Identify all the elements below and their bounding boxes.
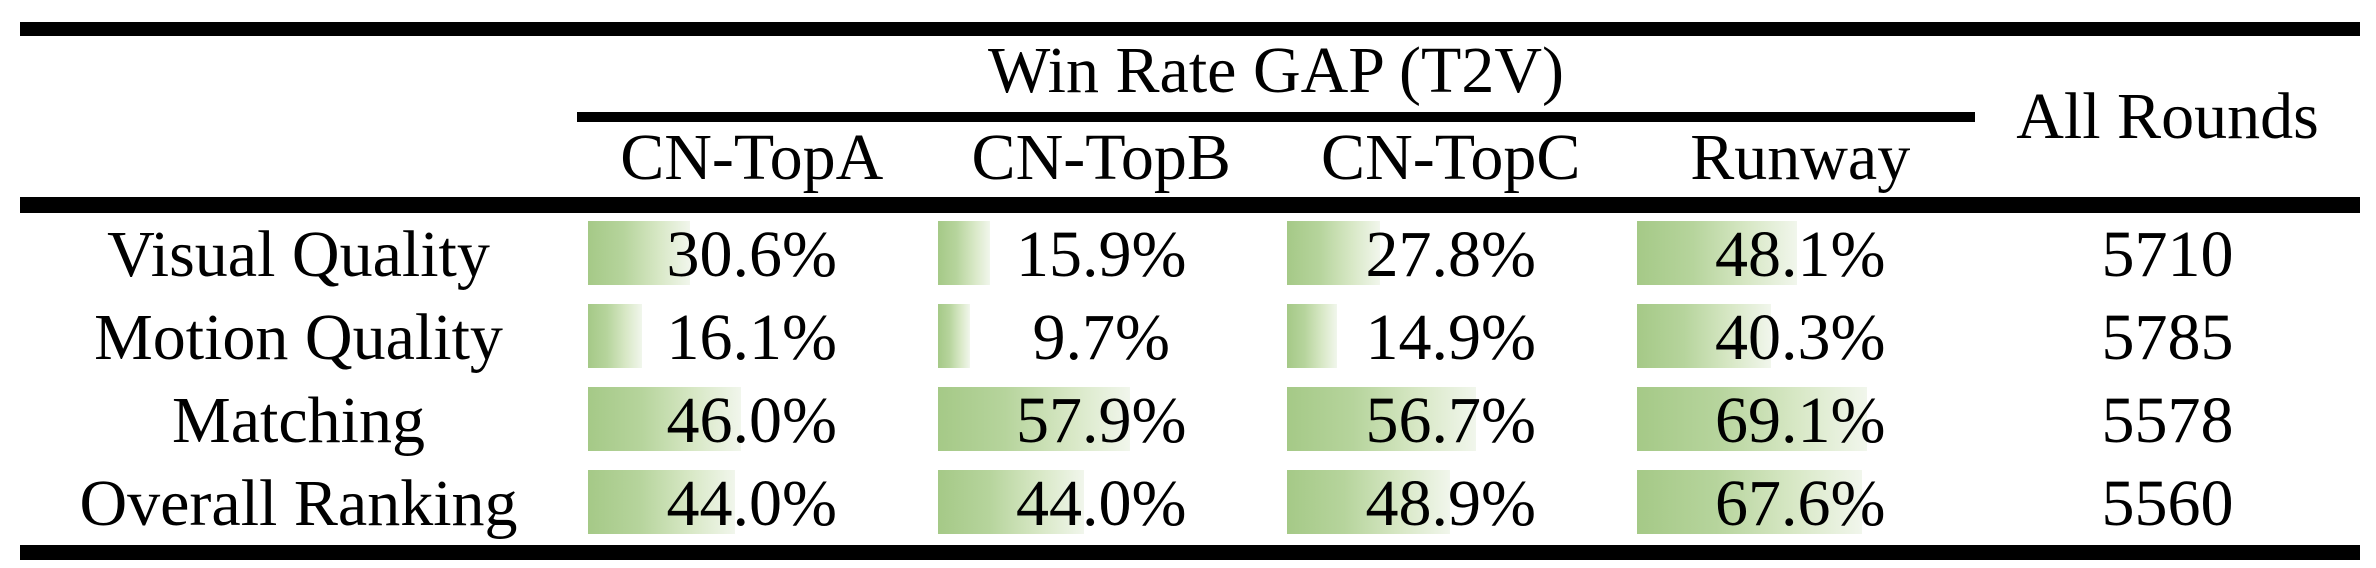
row-label: Overall Ranking xyxy=(79,466,518,540)
row-label: Motion Quality xyxy=(94,300,503,374)
win-rate-value: 67.6% xyxy=(1715,466,1886,540)
win-rate-value: 69.1% xyxy=(1715,383,1886,457)
win-rate-value: 30.6% xyxy=(666,217,837,291)
win-rate-cell: 9.7% xyxy=(927,296,1277,379)
win-rate-bar xyxy=(1636,221,1797,285)
win-rate-bar xyxy=(588,221,690,285)
win-rate-value: 27.8% xyxy=(1365,217,1536,291)
win-rate-value: 56.7% xyxy=(1365,383,1536,457)
win-rate-cell: 46.0% xyxy=(577,379,927,462)
group-header-underline-rule xyxy=(577,112,1975,122)
win-rate-value: 14.9% xyxy=(1365,300,1536,374)
win-rate-cell: 69.1% xyxy=(1626,379,1976,462)
all-rounds-cell: 5578 xyxy=(2101,383,2234,457)
header-separator-rule xyxy=(20,197,2360,213)
group-header-title: Win Rate GAP (T2V) xyxy=(988,34,1564,107)
win-rate-bar xyxy=(1287,221,1380,285)
win-rate-value: 44.0% xyxy=(1016,466,1187,540)
column-header-cn-topc: CN-TopC xyxy=(1321,120,1581,194)
win-rate-bar xyxy=(1287,304,1337,368)
top-rule xyxy=(20,22,2360,36)
win-rate-cell: 27.8% xyxy=(1276,213,1626,296)
all-rounds-cell: 5710 xyxy=(2101,217,2234,291)
all-rounds-cell: 5785 xyxy=(2101,300,2234,374)
win-rate-cell: 48.9% xyxy=(1276,462,1626,545)
win-rate-value: 44.0% xyxy=(666,466,837,540)
win-rate-value: 40.3% xyxy=(1715,300,1886,374)
table-row: Motion Quality 16.1% 9.7% 14.9% 40.3% 57… xyxy=(20,296,2360,379)
win-rate-bar xyxy=(937,304,970,368)
table-row: Visual Quality 30.6% 15.9% 27.8% 48.1% 5… xyxy=(20,213,2360,296)
win-rate-cell: 15.9% xyxy=(927,213,1277,296)
win-rate-bar xyxy=(1287,470,1450,534)
win-rate-bar xyxy=(588,470,735,534)
table-body: Visual Quality 30.6% 15.9% 27.8% 48.1% 5… xyxy=(20,213,2360,545)
win-rate-cell: 67.6% xyxy=(1626,462,1976,545)
win-rate-value: 48.1% xyxy=(1715,217,1886,291)
all-rounds-cell: 5560 xyxy=(2101,466,2234,540)
win-rate-cell: 14.9% xyxy=(1276,296,1626,379)
win-rate-cell: 16.1% xyxy=(577,296,927,379)
win-rate-bar xyxy=(588,387,742,451)
column-header-cn-topb: CN-TopB xyxy=(971,120,1231,194)
row-label: Visual Quality xyxy=(107,217,490,291)
win-rate-bar xyxy=(1636,470,1862,534)
column-header-runway: Runway xyxy=(1690,120,1911,194)
table-row: Matching 46.0% 57.9% 56.7% 69.1% 5578 xyxy=(20,379,2360,462)
win-rate-cell: 40.3% xyxy=(1626,296,1976,379)
win-rate-value: 9.7% xyxy=(1032,300,1170,374)
win-rate-bar xyxy=(937,387,1131,451)
win-rate-value: 46.0% xyxy=(666,383,837,457)
win-rate-bar xyxy=(1636,304,1771,368)
win-rate-bar xyxy=(588,304,642,368)
win-rate-bar xyxy=(937,470,1084,534)
win-rate-cell: 56.7% xyxy=(1276,379,1626,462)
win-rate-cell: 44.0% xyxy=(577,462,927,545)
column-header-cn-topa: CN-TopA xyxy=(620,120,884,194)
win-rate-value: 16.1% xyxy=(666,300,837,374)
table-row: Overall Ranking 44.0% 44.0% 48.9% 67.6% … xyxy=(20,462,2360,545)
win-rate-value: 57.9% xyxy=(1016,383,1187,457)
win-rate-cell: 30.6% xyxy=(577,213,927,296)
win-rate-bar xyxy=(1636,387,1867,451)
win-rate-value: 48.9% xyxy=(1365,466,1536,540)
row-label: Matching xyxy=(172,383,425,457)
all-rounds-header: All Rounds xyxy=(2016,79,2319,153)
win-rate-bar xyxy=(937,221,991,285)
win-rate-cell: 57.9% xyxy=(927,379,1277,462)
win-rate-bar xyxy=(1287,387,1476,451)
bottom-rule xyxy=(20,545,2360,560)
column-headers: CN-TopA CN-TopB CN-TopC Runway xyxy=(577,118,1975,197)
win-rate-cell: 44.0% xyxy=(927,462,1277,545)
win-rate-value: 15.9% xyxy=(1016,217,1187,291)
win-rate-cell: 48.1% xyxy=(1626,213,1976,296)
